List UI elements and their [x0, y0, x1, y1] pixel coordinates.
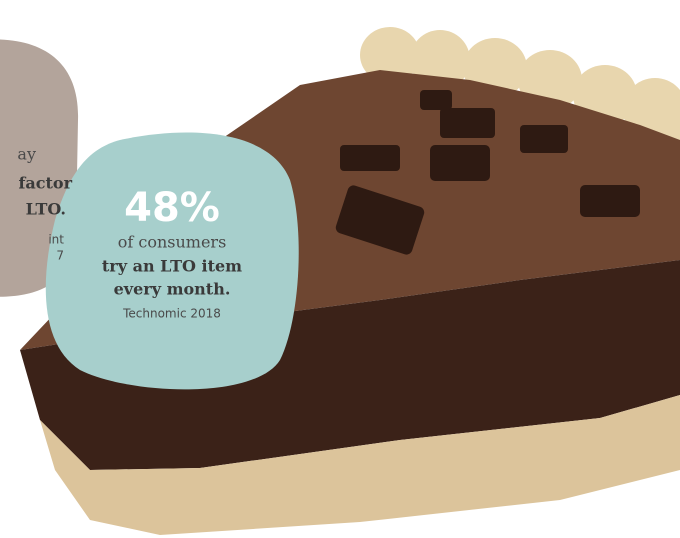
- stat: 48%: [124, 185, 220, 231]
- callout-line: LTO.: [26, 200, 66, 219]
- right-bubble: [45, 132, 299, 390]
- callout-line: try an LTO item: [102, 257, 242, 276]
- callout-source: 7: [56, 249, 64, 263]
- callout-source: Technomic 2018: [122, 307, 221, 321]
- right-callout: 48% of consumers try an LTO item every m…: [102, 185, 242, 321]
- callout-line: of consumers: [118, 233, 227, 252]
- left-callout: ay factor LTO. int 7: [17, 145, 72, 263]
- callout-line: factor: [19, 174, 73, 193]
- callout-line: ay: [17, 145, 36, 164]
- callout-line: every month.: [114, 280, 231, 299]
- callout-source: int: [48, 233, 64, 247]
